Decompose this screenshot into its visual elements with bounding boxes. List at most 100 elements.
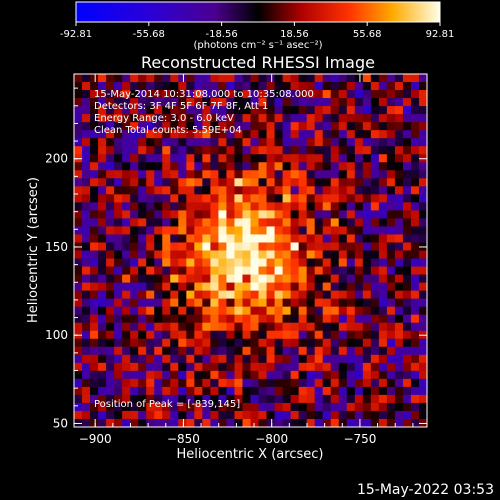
heatmap-cell [290, 306, 300, 316]
heatmap-cell [250, 306, 260, 316]
heatmap-cell [178, 274, 187, 284]
heatmap-cell [410, 290, 420, 300]
heatmap-cell [394, 82, 404, 91]
heatmap-cell [370, 106, 380, 115]
heatmap-cell [138, 402, 147, 412]
heatmap-cell [114, 242, 123, 252]
heatmap-cell [98, 218, 107, 228]
y-tick-label: 150 [45, 240, 68, 254]
heatmap-cell [138, 282, 147, 292]
heatmap-cell [378, 346, 388, 356]
heatmap-cell [138, 98, 147, 107]
heatmap-cell [330, 74, 340, 83]
heatmap-cell [394, 418, 404, 427]
heatmap-cell [194, 386, 203, 396]
heatmap-cell [202, 210, 211, 220]
heatmap-cell [298, 98, 308, 107]
heatmap-cell [90, 330, 99, 340]
heatmap-cell [378, 114, 388, 123]
heatmap-cell [354, 266, 364, 276]
heatmap-cell [282, 146, 292, 155]
heatmap-cell [234, 338, 244, 348]
heatmap-cell [314, 146, 324, 155]
heatmap-cell [82, 274, 91, 284]
heatmap-cell [418, 218, 427, 228]
heatmap-cell [242, 90, 252, 99]
heatmap-cell [138, 338, 147, 348]
heatmap-cell [394, 122, 404, 131]
heatmap-cell [418, 122, 427, 131]
heatmap-cell [218, 250, 228, 260]
heatmap-cell [378, 130, 388, 139]
heatmap-cell [386, 306, 396, 316]
heatmap-cell [258, 114, 268, 123]
heatmap-cell [266, 298, 276, 308]
heatmap-cell [306, 162, 316, 171]
heatmap-cell [354, 314, 364, 324]
heatmap-cell [114, 386, 123, 396]
heatmap-cell [234, 202, 244, 211]
heatmap-cell [242, 394, 252, 404]
heatmap-cell [386, 202, 396, 211]
heatmap-cell [114, 274, 123, 284]
heatmap-cell [106, 290, 115, 300]
heatmap-cell [410, 90, 420, 99]
heatmap-cell [410, 266, 420, 276]
heatmap-cell [170, 74, 179, 83]
heatmap-cell [178, 122, 187, 131]
heatmap-cell [106, 250, 115, 260]
heatmap-cell [378, 330, 388, 340]
heatmap-cell [314, 218, 324, 228]
heatmap-cell [378, 314, 388, 324]
heatmap-cell [178, 290, 187, 300]
heatmap-cell [146, 186, 155, 195]
heatmap-cell [370, 266, 380, 276]
heatmap-cell [130, 410, 139, 420]
heatmap-cell [226, 90, 236, 99]
heatmap-cell [354, 170, 364, 179]
heatmap-cell [386, 162, 396, 171]
heatmap-cell [170, 138, 179, 147]
heatmap-cell [306, 370, 316, 380]
heatmap-cell [170, 178, 179, 187]
heatmap-cell [146, 202, 155, 211]
heatmap-cell [82, 322, 91, 332]
heatmap-cell [274, 122, 284, 131]
heatmap-cell [106, 322, 115, 332]
heatmap-cell [250, 402, 260, 412]
heatmap-cell [122, 242, 131, 252]
heatmap-cell [74, 178, 83, 187]
heatmap-cell [282, 418, 292, 427]
heatmap-cell [98, 250, 107, 260]
heatmap-cell [242, 354, 252, 364]
heatmap-cell [114, 146, 123, 155]
heatmap-cell [186, 82, 195, 91]
heatmap-cell [130, 106, 139, 115]
heatmap-cell [186, 314, 195, 324]
heatmap-cell [194, 138, 203, 147]
heatmap-cell [178, 282, 187, 292]
heatmap-cell [122, 250, 131, 260]
heatmap-cell [82, 226, 91, 236]
heatmap-cell [290, 234, 300, 244]
heatmap-cell [98, 226, 107, 236]
heatmap-cell [90, 370, 99, 380]
heatmap-cell [210, 242, 220, 252]
heatmap-cell [258, 234, 268, 244]
heatmap-cell [386, 242, 396, 252]
heatmap-cell [330, 178, 340, 187]
heatmap-cell [402, 282, 412, 292]
heatmap-cell [362, 154, 372, 163]
heatmap-cell [178, 298, 187, 308]
heatmap-cell [90, 266, 99, 276]
heatmap-cell [410, 314, 420, 324]
heatmap-cell [250, 330, 260, 340]
heatmap-cell [122, 130, 131, 139]
heatmap-cell [386, 82, 396, 91]
heatmap-cell [418, 346, 427, 356]
heatmap-cell [306, 122, 316, 131]
heatmap-cell [322, 130, 332, 139]
heatmap-cell [330, 186, 340, 195]
heatmap-cell [106, 154, 115, 163]
heatmap-cell [338, 114, 348, 123]
